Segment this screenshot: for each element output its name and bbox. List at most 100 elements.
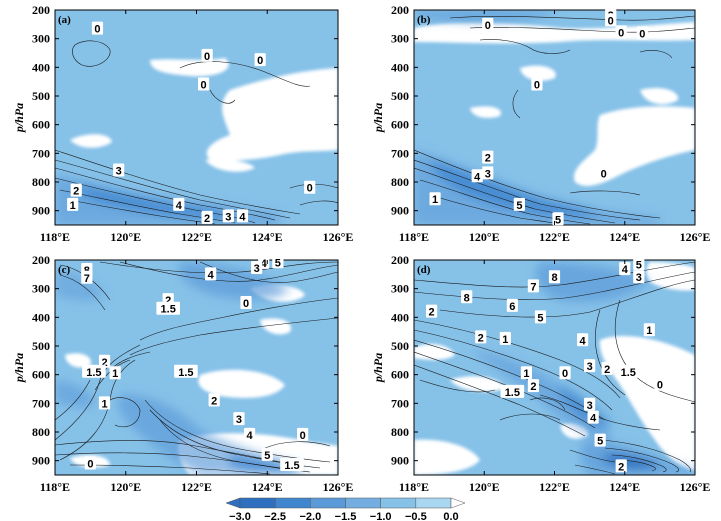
contour-label-bg: [643, 323, 655, 337]
contour-label: 1: [101, 398, 107, 410]
contour-label: 2: [429, 307, 435, 319]
contour-label-bg: [482, 166, 494, 180]
contour-label-bg: [109, 366, 121, 380]
colorbar-swatch: [274, 497, 311, 509]
contour-label-bg: [261, 447, 273, 461]
colorbar-swatches: [225, 497, 466, 509]
contour-label: 0: [87, 459, 93, 471]
contour-label: 5: [597, 436, 603, 448]
contour-label: 1.5: [505, 387, 520, 399]
contour-label-bg: [425, 304, 438, 318]
y-tick-label: 300: [391, 282, 409, 296]
contour-label-bg: [98, 354, 111, 368]
x-tick-label: 126°E: [680, 230, 711, 244]
contour-label: 3: [636, 272, 642, 284]
contour-label-bg: [233, 412, 245, 426]
contour-label-bg: [272, 255, 284, 269]
contour-label: 4: [239, 211, 246, 223]
colorbar-swatch: [415, 497, 452, 509]
contour-label-bg: [67, 197, 79, 211]
contour-label: 0: [485, 20, 491, 32]
contour-label-bg: [552, 212, 564, 226]
contour-label-bg: [615, 459, 627, 473]
contour-label-bg: [584, 397, 596, 411]
contour-label: 2: [478, 332, 484, 344]
y-tick-label: 200: [32, 253, 50, 267]
y-tick-label: 400: [391, 310, 409, 324]
x-tick-label: 120°E: [469, 230, 500, 244]
y-tick-label: 400: [32, 60, 50, 74]
contour-label: 5: [275, 257, 281, 269]
y-tick-label: 900: [32, 454, 50, 468]
contour-label-bg: [601, 361, 613, 375]
y-tick-label: 200: [391, 3, 409, 17]
y-tick-label: 500: [32, 339, 50, 353]
contour-label: 5: [537, 312, 543, 324]
contour-label: 0: [562, 368, 568, 380]
contour-label-bg: [84, 456, 96, 470]
x-tick-label: 124°E: [609, 230, 640, 244]
y-tick-label: 600: [391, 118, 409, 132]
contour-label: 1: [646, 325, 652, 337]
y-tick-label: 500: [32, 89, 50, 103]
contour-label-bg: [584, 359, 596, 373]
contour-label-bg: [577, 333, 589, 347]
contour-label: 4: [622, 264, 629, 276]
y-tick-label: 600: [391, 368, 409, 382]
y-tick-label: 800: [32, 175, 50, 189]
contour-label: 7: [530, 281, 536, 293]
y-tick-label: 500: [391, 89, 409, 103]
contour-label: 2: [485, 153, 491, 165]
contour-label: 0: [204, 51, 210, 63]
contour-label-bg: [201, 210, 213, 224]
contour-label: 4: [247, 430, 254, 442]
contour-label: 3: [225, 211, 231, 223]
contour-label-bg: [240, 296, 252, 309]
contour-label-bg: [548, 270, 561, 284]
y-tick-label: 700: [391, 396, 409, 410]
x-tick-label: 126°E: [323, 230, 354, 244]
contour-label: 3: [587, 361, 593, 373]
y-tick-label: 200: [32, 3, 50, 17]
contour-label: 0: [657, 380, 663, 392]
contour-label-bg: [513, 197, 525, 211]
x-tick-label: 118°E: [399, 230, 429, 244]
contour-label-bg: [619, 262, 631, 276]
contour-label-bg: [82, 364, 106, 378]
panel-d-field: [414, 260, 695, 475]
contour-label-bg: [559, 366, 571, 380]
panel-b-label: (b): [417, 14, 431, 26]
contour-label-bg: [527, 279, 540, 293]
y-tick-label: 800: [32, 425, 50, 439]
panel-d-label: (d): [417, 264, 431, 276]
contour-label-bg: [520, 366, 532, 380]
x-tick-label: 120°E: [469, 480, 500, 494]
contour-label-bg: [531, 77, 543, 91]
x-tick-label: 124°E: [609, 480, 640, 494]
y-tick-label: 300: [32, 32, 50, 46]
contour-label-bg: [636, 26, 648, 40]
contour-label-bg: [633, 257, 645, 271]
contour-label-bg: [605, 13, 617, 27]
contour-label-bg: [633, 270, 645, 284]
contour-label: 1: [502, 334, 508, 346]
x-tick-label: 122°E: [539, 480, 570, 494]
contour-label-bg: [254, 53, 266, 67]
contour-label: 5: [264, 450, 270, 462]
x-tick-label: 124°E: [252, 230, 283, 244]
contour-label-bg: [471, 169, 483, 183]
contour-label-bg: [615, 25, 627, 39]
contour-label: 4: [261, 258, 268, 270]
colorbar-tick-label: 0.0: [443, 511, 458, 521]
contour-label: 3: [485, 168, 491, 180]
contour-label: 3: [236, 414, 242, 426]
contour-label: 1.5: [161, 304, 176, 316]
y-tick-label: 400: [391, 60, 409, 74]
contour-label-bg: [201, 48, 213, 62]
y-tick-label: 300: [391, 32, 409, 46]
x-tick-label: 122°E: [181, 230, 212, 244]
